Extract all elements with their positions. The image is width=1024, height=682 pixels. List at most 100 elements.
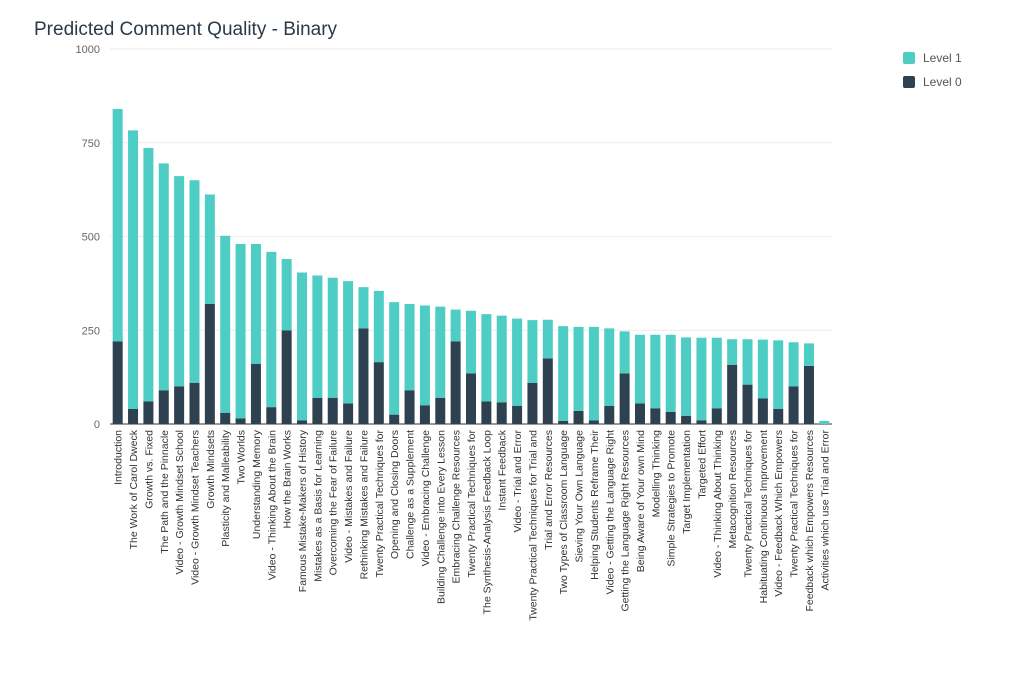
legend-item-level-1[interactable]: Level 1 [903, 50, 962, 65]
bar-segment-level-0[interactable] [788, 386, 799, 425]
bar-segment-level-1[interactable] [266, 251, 277, 408]
bar-segment-level-1[interactable] [588, 326, 599, 421]
bar-segment-level-0[interactable] [266, 407, 277, 424]
bar-segment-level-1[interactable] [312, 275, 323, 398]
bar-segment-level-0[interactable] [466, 373, 476, 424]
bar-segment-level-0[interactable] [128, 409, 139, 424]
bar-segment-level-1[interactable] [742, 339, 753, 385]
bar-segment-level-0[interactable] [204, 304, 215, 424]
bar-segment-level-0[interactable] [604, 406, 615, 424]
bar-segment-level-1[interactable] [373, 290, 384, 363]
bar-segment-level-0[interactable] [389, 414, 400, 424]
bar-segment-level-0[interactable] [281, 330, 292, 424]
bar-segment-level-0[interactable] [681, 415, 692, 424]
bar-segment-level-0[interactable] [542, 358, 553, 424]
bar-segment-level-1[interactable] [803, 343, 814, 366]
x-tick-label: Mistakes as a Basis for Learning [312, 430, 324, 582]
bar-segment-level-1[interactable] [773, 340, 784, 409]
bar-segment-level-1[interactable] [481, 314, 492, 402]
x-tick-label: Twenty Practical Techniques for Trial an… [527, 430, 539, 621]
bar-segment-level-1[interactable] [634, 334, 645, 404]
x-tick-label: Two Types of Classroom Language [558, 430, 570, 595]
bar-segment-level-0[interactable] [143, 401, 154, 425]
bar-segment-level-0[interactable] [327, 397, 338, 424]
bar-segment-level-1[interactable] [204, 194, 215, 305]
bar-segment-level-0[interactable] [558, 421, 569, 424]
bar-segment-level-1[interactable] [788, 342, 799, 387]
bar-segment-level-1[interactable] [327, 277, 338, 398]
bar-segment-level-1[interactable] [220, 235, 231, 413]
x-tick-label: Sieving Your Own Language [574, 430, 586, 563]
bar-segment-level-1[interactable] [711, 337, 722, 409]
bar-segment-level-0[interactable] [112, 341, 123, 425]
bar-segment-level-0[interactable] [634, 403, 645, 424]
bar-segment-level-1[interactable] [158, 163, 169, 391]
bar-segment-level-0[interactable] [727, 364, 738, 424]
bar-segment-level-1[interactable] [404, 304, 415, 391]
x-tick-label: How the Brain Works [282, 430, 294, 528]
bar-segment-level-0[interactable] [573, 410, 584, 424]
bar-segment-level-0[interactable] [696, 420, 707, 424]
bar-segment-level-0[interactable] [343, 403, 354, 424]
bar-segment-level-1[interactable] [527, 320, 538, 383]
bar-segment-level-1[interactable] [757, 339, 768, 399]
bar-segment-level-1[interactable] [450, 309, 461, 342]
bar-segment-level-1[interactable] [112, 109, 123, 342]
bar-segment-level-0[interactable] [235, 418, 246, 424]
bar-segment-level-0[interactable] [496, 402, 507, 424]
bar-segment-level-1[interactable] [619, 331, 630, 374]
bar-segment-level-1[interactable] [281, 259, 292, 331]
bar-segment-level-1[interactable] [235, 244, 246, 419]
bar-segment-level-0[interactable] [512, 406, 523, 424]
bar-segment-level-0[interactable] [588, 420, 599, 424]
bar-segment-level-0[interactable] [189, 382, 200, 424]
bar-segment-level-1[interactable] [727, 339, 738, 365]
bar-segment-level-1[interactable] [512, 318, 523, 406]
bar-segment-level-0[interactable] [174, 386, 185, 425]
bar-segment-level-1[interactable] [650, 334, 661, 409]
bar-segment-level-0[interactable] [619, 373, 630, 424]
bar-segment-level-1[interactable] [496, 315, 507, 403]
bar-segment-level-1[interactable] [696, 337, 707, 421]
bar-segment-level-1[interactable] [128, 130, 139, 409]
bar-segment-level-0[interactable] [250, 364, 261, 424]
bar-segment-level-1[interactable] [250, 244, 261, 364]
bar-segment-level-0[interactable] [711, 408, 722, 424]
bar-segment-level-0[interactable] [450, 341, 461, 425]
bar-segment-level-0[interactable] [650, 408, 661, 424]
bar-segment-level-0[interactable] [773, 409, 784, 424]
bar-segment-level-1[interactable] [343, 281, 354, 404]
bar-segment-level-1[interactable] [143, 148, 154, 402]
bar-segment-level-1[interactable] [466, 310, 476, 374]
bar-segment-level-1[interactable] [604, 328, 615, 406]
bar-segment-level-1[interactable] [665, 334, 676, 412]
bar-segment-level-0[interactable] [665, 412, 676, 424]
bar-segment-level-1[interactable] [558, 326, 569, 421]
bar-segment-level-0[interactable] [358, 328, 369, 424]
bar-segment-level-0[interactable] [297, 420, 308, 424]
bar-segment-level-1[interactable] [297, 272, 308, 421]
bar-segment-level-0[interactable] [527, 382, 538, 424]
bar-segment-level-1[interactable] [389, 302, 400, 415]
bar-segment-level-1[interactable] [419, 305, 430, 406]
bar-segment-level-0[interactable] [435, 397, 446, 424]
bar-segment-level-0[interactable] [803, 365, 814, 424]
bar-segment-level-1[interactable] [681, 337, 692, 416]
bar-segment-level-0[interactable] [419, 405, 430, 424]
bar-segment-level-0[interactable] [742, 384, 753, 424]
bar-segment-level-1[interactable] [358, 287, 369, 329]
bar-segment-level-0[interactable] [220, 412, 231, 424]
bar-segment-level-1[interactable] [542, 319, 553, 359]
bar-segment-level-0[interactable] [481, 401, 492, 425]
bar-segment-level-0[interactable] [158, 390, 169, 424]
bar-segment-level-1[interactable] [435, 306, 446, 398]
bar-segment-level-1[interactable] [174, 176, 185, 387]
bar-segment-level-0[interactable] [373, 362, 384, 424]
bar-segment-level-0[interactable] [404, 390, 415, 424]
legend-item-level-0[interactable]: Level 0 [903, 74, 962, 89]
bar-segment-level-1[interactable] [819, 421, 830, 424]
bar-segment-level-0[interactable] [757, 398, 768, 425]
bar-segment-level-1[interactable] [573, 326, 584, 411]
bar-segment-level-0[interactable] [312, 397, 323, 424]
bar-segment-level-1[interactable] [189, 180, 200, 383]
